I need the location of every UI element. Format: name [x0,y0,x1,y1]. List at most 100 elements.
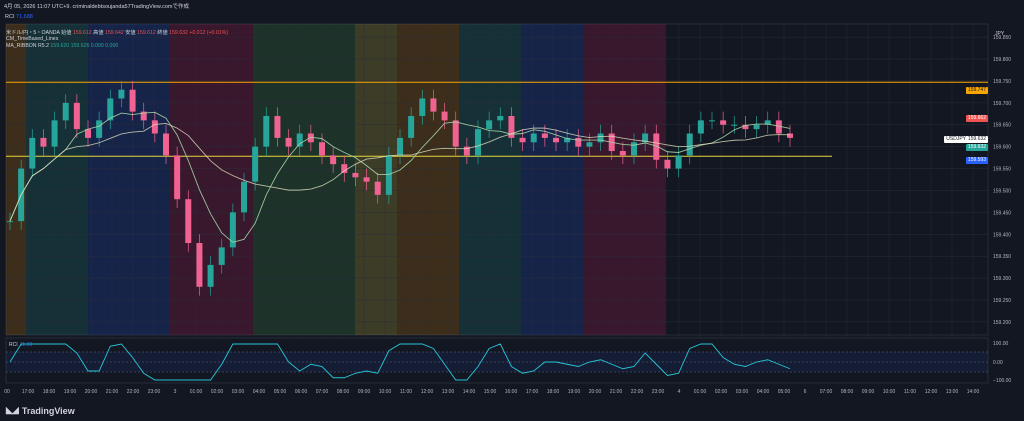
time-tick-label: 05:00 [274,389,287,395]
candle-body [385,155,392,195]
snapshot-info: 4月 05, 2026 11:07 UTC+9. criminaldebtsou… [4,4,190,10]
time-tick-label: 04:00 [253,389,266,395]
time-tick-label: 06:00 [295,389,308,395]
time-tick-label: 14:00 [463,389,476,395]
time-tick-label: 08:00 [337,389,350,395]
bid-price-tag: 159.593 [965,157,988,164]
time-tick-label: 18:00 [43,389,56,395]
candle-body [764,120,771,125]
time-tick-label: 01:00 [190,389,203,395]
time-tick-label: 19:00 [568,389,581,395]
mid-price-tag: 159.632 [965,144,988,151]
candle-body [307,133,314,143]
candle-body [96,120,103,138]
time-tick-label: 01:00 [694,389,707,395]
time-tick-label: 16:00 [505,389,518,395]
candle-body [185,199,192,244]
candle-body [363,177,370,182]
time-tick-label: 22:00 [127,389,140,395]
candle-body [330,155,337,165]
rci-band [6,352,988,372]
time-tick-label: 17:00 [22,389,35,395]
time-tick-label: 19:00 [64,389,77,395]
ask-price-tag: 159.662 [965,115,988,122]
candle-body [530,133,537,143]
candle-body [486,120,493,130]
candle-body [319,142,325,156]
time-tick-label: 23:00 [652,389,665,395]
open-value: 159.612 [72,30,92,36]
candle-body [775,120,782,134]
candle-body [40,137,47,147]
currency-label: JPY [995,31,1005,37]
close-label: 終値 [157,30,168,36]
candle-body [341,164,348,173]
candle-body [129,89,136,112]
price-tick-label: 159.350 [993,254,1011,260]
time-tick-label: 13:00 [442,389,455,395]
open-label: 始値 [61,30,72,36]
session-band [6,24,26,335]
price-tick-label: 159.300 [993,276,1011,282]
candle-body [430,98,437,112]
rci-line [9,343,791,381]
indicator-legend-1[interactable]: CM_TimeBased_Lines [6,36,59,42]
time-tick-label: 13:00 [946,389,959,395]
session-band [584,24,666,335]
brand-name: TradingView [21,405,75,416]
rci-tick-label: 0.00 [993,360,1003,366]
price-tick-label: 159.450 [993,210,1011,216]
tradingview-logo[interactable]: ◣◢ TradingView [6,405,75,416]
price-tick-label: 159.700 [993,101,1011,107]
candle-body [408,115,415,138]
close-value: 159.632 [169,30,188,36]
candle-body [196,243,203,287]
candle-body [720,120,727,125]
indicator-legend-2[interactable]: MA_RIBBON R5.2 159.620 159.626 0.000 0.0… [6,43,118,49]
top-rci-value: 71.688 [16,14,33,20]
rci-label: RCI [9,342,18,348]
rci-value: 11.33 [20,342,32,348]
time-tick-label: 12:00 [421,389,434,395]
tradingview-mark-icon: ◣◢ [6,405,19,415]
candle-body [787,133,793,138]
candle-body [263,115,270,147]
time-tick-label: 6 [804,389,807,395]
candle-body [664,159,671,169]
time-tick-label: 07:00 [316,389,329,395]
rci-tick-label: 100.00 [993,341,1009,347]
time-tick-label: 4 [678,389,681,395]
candle-body [274,115,281,138]
time-tick-label: 02:00 [211,389,224,395]
candle-body [564,137,571,143]
price-chart[interactable]: 159.850 159.800 159.750 159.700 159.650 159.6… [0,0,1024,400]
time-tick-label: 20:00 [85,389,98,395]
candle-body [218,247,225,265]
time-tick-label: 11:00 [904,389,916,395]
ma-slow-line [9,122,791,222]
candle-body [229,212,236,248]
time-tick-label: 02:00 [715,389,728,395]
candle-body [742,124,749,130]
candle-body [140,111,147,121]
main-pane [5,23,989,336]
price-tick-label: 159.400 [993,232,1011,238]
time-tick-label: 22:00 [631,389,644,395]
candle-body [619,151,626,156]
price-tick-label: 159.650 [993,123,1011,129]
candle-body [697,120,704,134]
footer-bar: ◣◢ TradingView [0,400,1024,421]
candle-body [508,115,515,138]
rci-pane [5,337,989,384]
time-tick-label: 18:00 [547,389,560,395]
candle-body [753,124,760,130]
candle-body [731,124,738,126]
candle-body [709,120,715,122]
time-tick-label: 11:00 [400,389,412,395]
rci-tick-label: −100.00 [993,378,1011,384]
low-label: 安値 [125,30,136,36]
candle-body [252,146,259,182]
candle-body [73,102,80,130]
session-band [397,24,459,335]
